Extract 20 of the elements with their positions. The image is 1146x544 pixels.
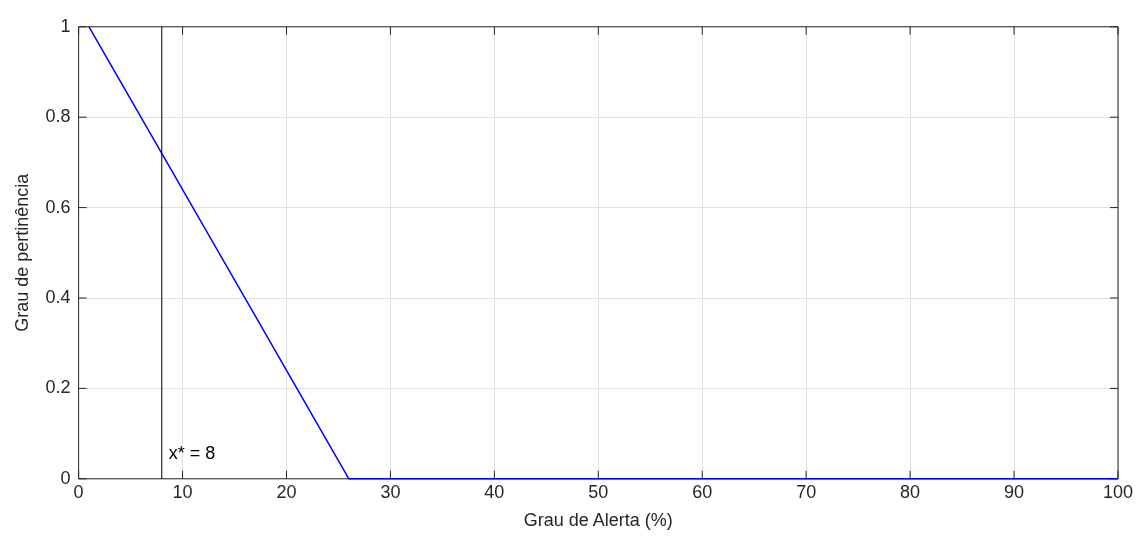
y-tick-label: 0.6 [45, 196, 71, 217]
y-axis-title: Grau de pertinência [11, 172, 32, 332]
x-tick-label: 10 [172, 481, 193, 502]
x-tick-label: 30 [380, 481, 401, 502]
x-tick-label: 50 [588, 481, 609, 502]
x-tick-label: 60 [692, 481, 713, 502]
x-tick-label: 80 [900, 481, 921, 502]
x-tick-label: 40 [484, 481, 505, 502]
y-tick-label: 0.8 [45, 106, 71, 127]
x-axis-title: Grau de Alerta (%) [523, 510, 673, 531]
ref-line-label: x* = 8 [168, 442, 216, 463]
y-tick-label: 0.2 [45, 377, 71, 398]
x-tick-label: 0 [73, 481, 84, 502]
x-tick-label: 100 [1102, 481, 1134, 502]
y-tick-label: 0 [60, 467, 71, 488]
x-tick-label: 90 [1004, 481, 1025, 502]
y-tick-label: 0.4 [45, 286, 71, 307]
x-tick-label: 20 [276, 481, 297, 502]
x-tick-label: 70 [796, 481, 817, 502]
y-tick-label: 1 [60, 15, 71, 36]
